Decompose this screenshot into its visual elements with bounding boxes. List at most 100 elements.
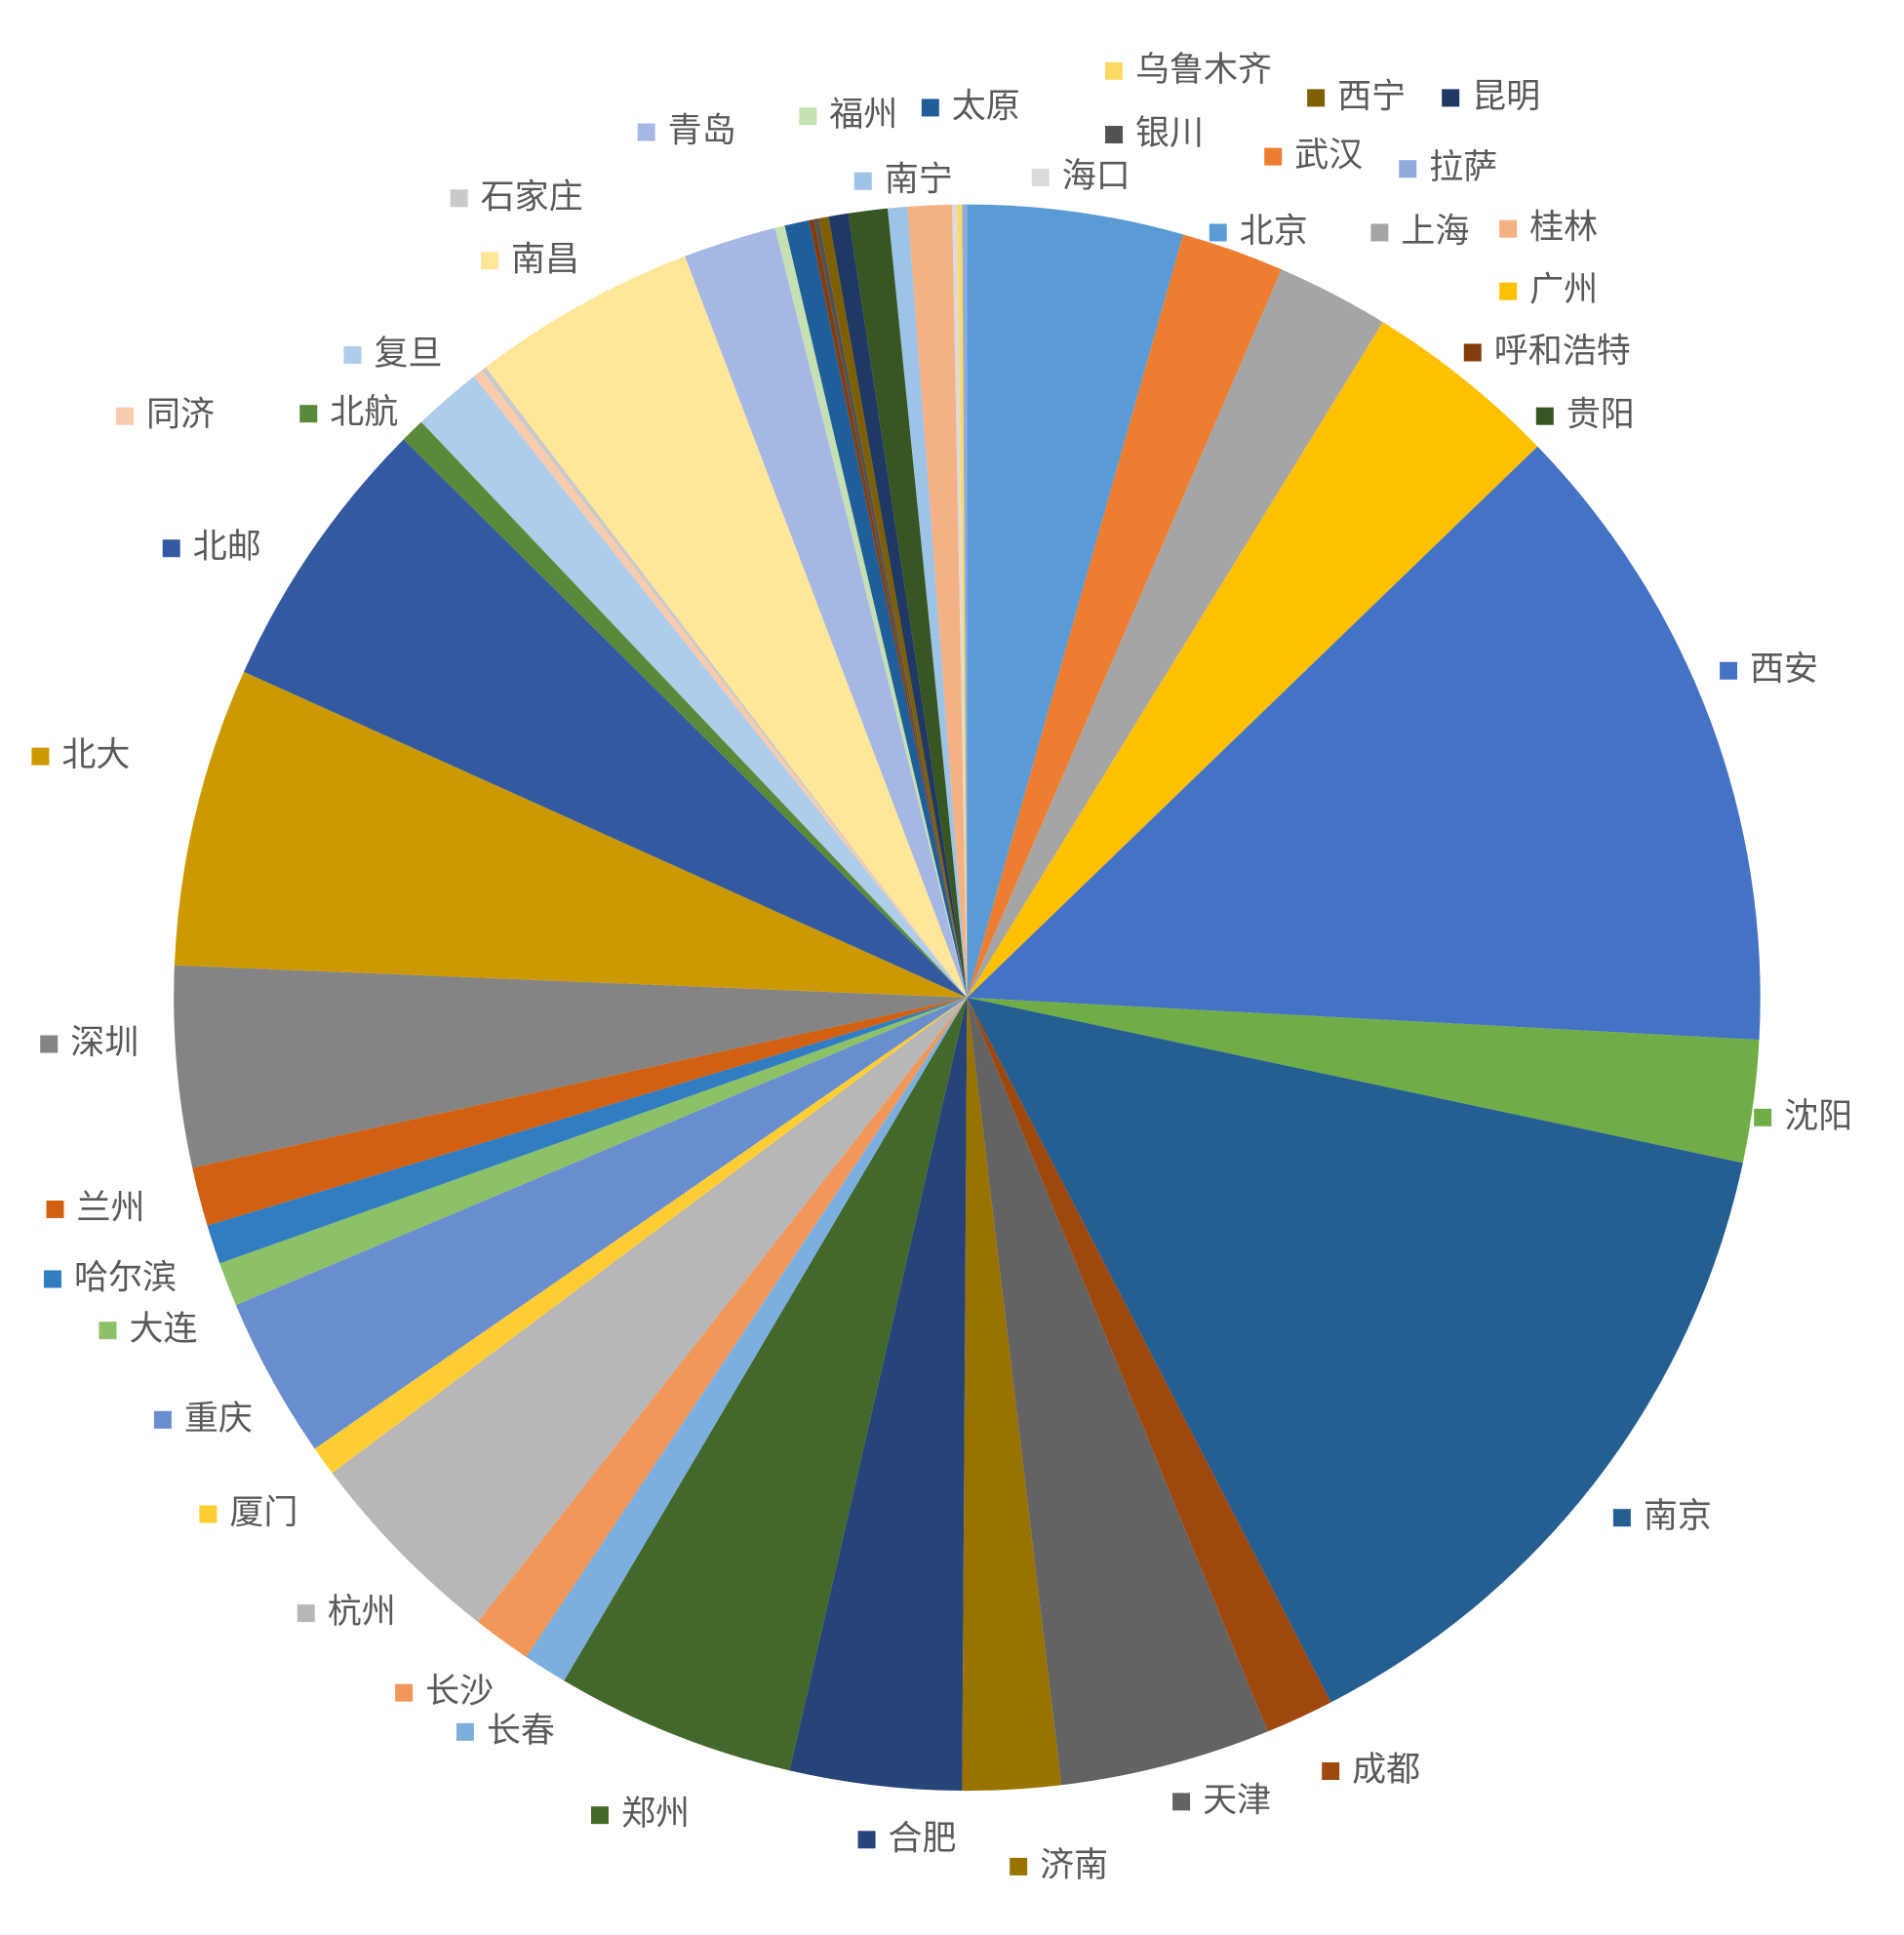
pie-slice — [967, 322, 1538, 998]
slice-label: 杭州 — [328, 1593, 396, 1632]
pie-slice — [243, 439, 968, 998]
legend-swatch — [799, 107, 817, 126]
legend-swatch — [637, 123, 655, 141]
legend-swatch — [481, 252, 498, 270]
pie-slice — [818, 217, 968, 998]
legend-swatch — [43, 1270, 61, 1288]
pie-slice — [564, 997, 968, 1771]
slice-label: 北航 — [330, 393, 398, 432]
pie-slice — [967, 269, 1383, 998]
legend-swatch — [857, 1831, 876, 1849]
slice-label: 深圳 — [70, 1024, 139, 1063]
slice-label: 石家庄 — [481, 178, 583, 217]
slice-label: 拉萨 — [1429, 148, 1497, 187]
slice-label: 大连 — [129, 1310, 197, 1349]
slice-label: 长沙 — [425, 1673, 494, 1712]
legend-swatch — [162, 539, 180, 558]
slice-label: 成都 — [1352, 1751, 1420, 1790]
pie-slice — [485, 256, 968, 998]
legend-swatch — [299, 405, 318, 423]
legend-swatch — [1720, 661, 1738, 680]
pie-slice — [481, 367, 968, 998]
legend-swatch — [1754, 1108, 1772, 1126]
pie-slice — [314, 997, 968, 1474]
legend-swatch — [1322, 1761, 1340, 1780]
pie-slice — [813, 217, 968, 998]
legend-swatch — [921, 99, 939, 117]
slice-label: 福州 — [829, 96, 897, 135]
slice-label: 西安 — [1750, 651, 1818, 690]
slice-label: 太原 — [952, 87, 1020, 126]
slice-label: 乌鲁木齐 — [1135, 51, 1272, 90]
legend-swatch — [853, 172, 872, 190]
pie-slice — [887, 206, 968, 998]
legend-swatch — [40, 1035, 59, 1053]
pie-slice — [685, 227, 968, 998]
legend-swatch — [1105, 126, 1124, 144]
pie-slice — [962, 204, 968, 998]
slice-label: 北京 — [1240, 212, 1308, 251]
legend-swatch — [1535, 407, 1554, 425]
slice-label: 北邮 — [193, 528, 261, 567]
slice-label: 南宁 — [885, 161, 953, 200]
slice-label: 南昌 — [511, 240, 579, 279]
slice-label: 同济 — [146, 396, 215, 435]
pie-slice — [967, 234, 1282, 998]
pie-slice — [174, 965, 968, 1168]
slice-label: 北大 — [61, 736, 130, 775]
legend-swatch — [1172, 1793, 1191, 1811]
legend-swatch — [1010, 1857, 1028, 1876]
legend-swatch — [153, 1410, 172, 1429]
legend-swatch — [1264, 147, 1283, 166]
legend-swatch — [1031, 168, 1050, 186]
pie-slice — [828, 213, 968, 998]
legend-swatch — [1399, 160, 1417, 178]
legend-swatch — [99, 1322, 117, 1340]
slice-label: 广州 — [1529, 271, 1598, 310]
slice-label: 天津 — [1203, 1781, 1271, 1820]
pie-slice — [789, 997, 968, 1792]
legend-swatch — [1370, 223, 1389, 242]
pie-slice — [526, 997, 968, 1681]
pie-slice — [967, 997, 1268, 1786]
slice-label: 银川 — [1135, 114, 1204, 153]
pie-slice — [473, 370, 968, 998]
legend-swatch — [116, 407, 135, 425]
legend-swatch — [1499, 282, 1518, 300]
legend-swatch — [343, 345, 362, 364]
slice-label: 贵阳 — [1567, 396, 1635, 435]
legend-swatch — [1463, 343, 1482, 362]
pie-slice — [784, 219, 968, 998]
pie-slice — [848, 208, 968, 998]
pie-slice — [192, 997, 968, 1226]
legend-swatch — [1499, 219, 1518, 238]
pie-slice — [207, 997, 968, 1264]
pie-slice — [967, 204, 1183, 998]
pie-slice — [174, 671, 968, 998]
pie-slice — [952, 204, 968, 998]
slice-label: 青岛 — [668, 112, 736, 151]
pie-slice — [235, 997, 968, 1449]
slice-label: 桂林 — [1529, 209, 1598, 248]
pie-slice — [403, 421, 968, 998]
pie-slice — [809, 218, 968, 998]
legend-swatch — [1442, 89, 1460, 107]
legend-swatch — [297, 1604, 315, 1623]
slice-label: 哈尔滨 — [74, 1258, 177, 1297]
slice-label: 昆明 — [1472, 77, 1540, 116]
legend-swatch — [456, 1722, 474, 1741]
legend-swatch — [1105, 61, 1124, 80]
slice-label: 沈阳 — [1784, 1097, 1852, 1136]
legend-swatch — [31, 747, 50, 766]
slice-label: 济南 — [1040, 1846, 1108, 1885]
pie-slice — [957, 204, 968, 998]
slice-label: 合肥 — [889, 1819, 957, 1858]
slice-label: 复旦 — [374, 335, 442, 374]
pie-slice — [420, 375, 968, 998]
legend-swatch — [1307, 89, 1326, 107]
pie-slice — [962, 997, 1062, 1792]
slice-label: 兰州 — [76, 1189, 144, 1228]
legend-swatch — [590, 1806, 609, 1825]
pie-slice — [967, 997, 1331, 1732]
